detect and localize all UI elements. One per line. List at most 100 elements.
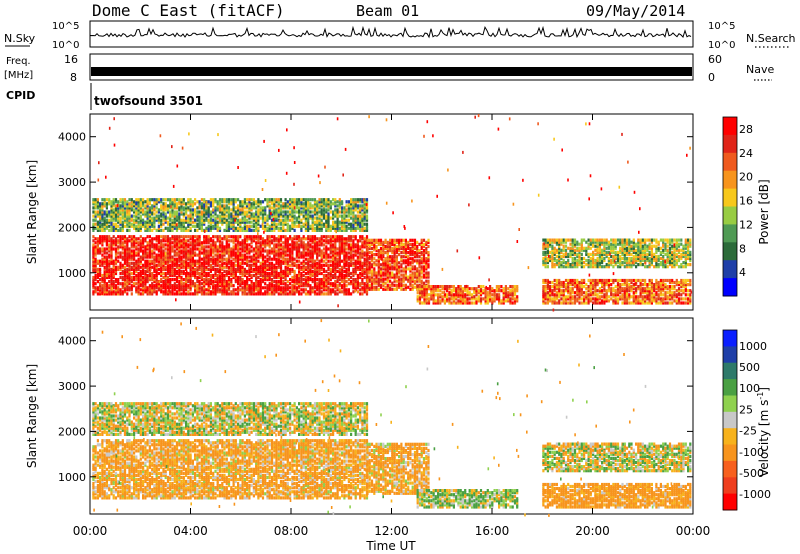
echo-cell [398,249,401,253]
echo-cell [146,255,149,259]
echo-cell [182,253,185,257]
echo-cell [248,202,251,206]
echo-cell [218,267,222,271]
echo-cell [148,226,151,230]
echo-cell [112,271,115,276]
echo-cell [114,206,118,210]
echo-cell [255,265,258,269]
echo-cell [234,292,237,296]
echo-cell [282,255,285,259]
echo-cell [307,204,310,208]
echo-cell [108,198,111,202]
echo-cell [336,214,339,218]
echo-cell [101,288,104,292]
echo-cell [123,202,127,206]
echo-cell [298,212,301,216]
echo-cell [309,249,312,253]
echo-cell [277,257,280,261]
echo-cell [164,259,167,263]
echo-cell [266,265,269,269]
echo-cell [155,259,158,263]
echo-cell [123,239,127,243]
echo-cell [295,273,298,278]
echo-cell [295,286,298,290]
echo-cell [117,220,120,224]
echo-cell [103,269,106,273]
echo-cell [334,222,337,226]
echo-cell [117,267,120,271]
echo-cell [363,245,366,249]
echo-cell [103,247,106,251]
echo-cell [126,271,129,276]
echo-cell [370,277,374,281]
echo-cell [293,214,296,218]
echo-cell [187,222,190,226]
echo-cell [316,255,319,259]
echo-cell [180,228,183,232]
echo-cell [166,286,170,290]
echo-cell [169,286,172,290]
echo-cell [266,228,269,232]
echo-cell [137,261,140,265]
echo-cell [375,263,378,267]
echo-cell [386,240,389,244]
echo-cell [171,202,174,206]
echo-cell [189,271,192,276]
echo-cell [123,284,127,288]
echo-cell [266,241,269,245]
echo-cell [416,285,419,289]
echo-cell [205,278,208,282]
echo-cell [180,284,183,288]
echo-cell [128,257,131,261]
echo-cell [382,249,385,253]
echo-cell [146,198,149,202]
echo-cell [416,287,419,291]
echo-cell [300,251,303,255]
echo-cell [133,200,136,204]
echo-cell [232,267,235,271]
echo-cell [146,275,149,280]
echo-cell [230,261,233,265]
echo-cell [187,280,190,284]
echo-cell [180,249,183,253]
echo-cell [151,239,154,243]
echo-cell [268,208,271,212]
echo-cell [377,255,380,259]
echo-cell [289,278,292,282]
echo-cell [341,220,344,224]
echo-cell [92,235,95,239]
echo-cell [332,198,335,202]
echo-cell [437,293,440,297]
echo-cell [221,288,224,292]
echo-cell [354,243,357,247]
echo-cell [407,259,410,263]
echo-cell [241,210,244,214]
echo-cell [182,284,185,288]
echo-cell [135,202,138,206]
echo-cell [239,280,242,284]
echo-cell [182,202,185,206]
echo-cell [117,216,120,220]
echo-cell [166,235,170,239]
echo-cell [171,271,174,276]
echo-cell [268,284,271,288]
echo-cell [248,216,251,220]
echo-cell [404,246,407,251]
echo-cell [196,288,199,292]
echo-cell [332,251,335,255]
echo-cell [182,269,185,273]
echo-cell [151,271,154,276]
echo-cell [279,220,283,224]
echo-cell [366,249,369,253]
echo-cell [112,198,115,202]
echo-cell [298,198,301,202]
echo-cell [112,222,115,226]
echo-cell [241,216,244,220]
echo-cell [212,273,215,278]
echo-cell [309,239,312,243]
echo-cell [133,249,136,253]
echo-cell [171,241,174,245]
echo-cell [230,278,233,282]
echo-cell [373,271,376,275]
echo-cell [196,265,199,269]
